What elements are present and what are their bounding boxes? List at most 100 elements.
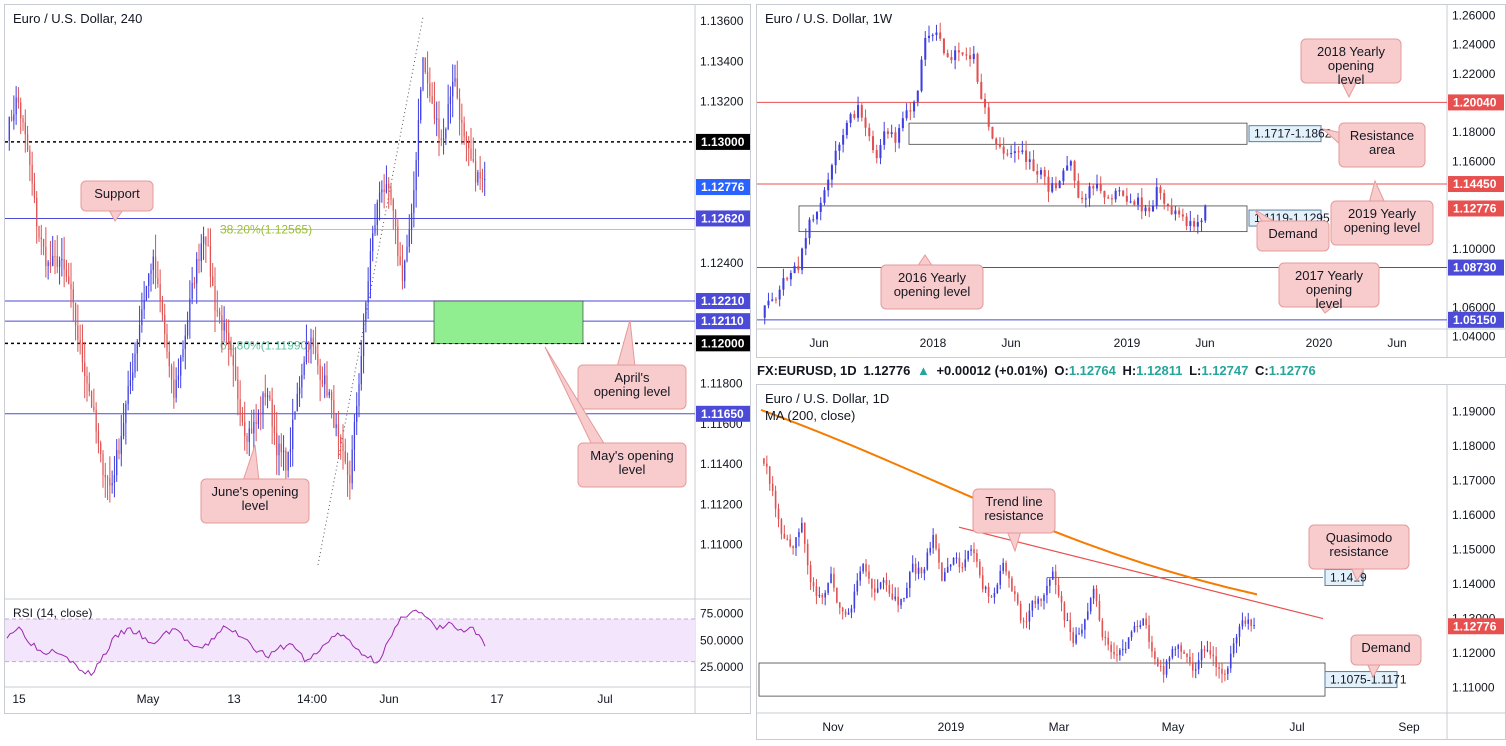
close-value: 1.12776 — [1268, 363, 1316, 378]
weekly-candle — [1032, 159, 1035, 171]
h4-candle — [360, 356, 362, 385]
weekly-chart-svg[interactable]: 1.1717-1.18621.1119-1.12951.260001.24000… — [757, 5, 1505, 357]
daily-candle — [827, 583, 829, 593]
h4-candle — [383, 189, 385, 192]
h4-candle — [296, 393, 298, 412]
weekly-candle — [871, 136, 875, 151]
h4-candle — [145, 285, 148, 301]
price-tick: 1.13200 — [700, 95, 744, 109]
h4-candle — [408, 229, 410, 247]
h4-candle — [470, 148, 472, 160]
h4-candle — [164, 314, 166, 334]
time-tick: Jun — [1001, 336, 1020, 350]
daily-candle — [768, 466, 771, 484]
h4-candle — [340, 436, 342, 444]
h4-candle — [324, 375, 326, 385]
daily-candle — [1049, 579, 1051, 586]
weekly-candle — [890, 132, 893, 134]
h4-candle — [406, 246, 408, 261]
support-callout-box — [80, 180, 154, 212]
support-callout-text: Support — [94, 186, 140, 201]
daily-candle — [1130, 631, 1133, 638]
level-tag: 1.12000 — [701, 336, 745, 350]
h4-candle — [207, 245, 209, 247]
chart-panel-h4[interactable]: 38.20%(1.12565) 61.80%(1.11990) 1.13600 1.1… — [4, 4, 751, 714]
weekly-candle — [886, 131, 889, 134]
h4-candle — [68, 276, 70, 284]
price-tick: 1.11400 — [700, 457, 743, 471]
h4-candle — [111, 482, 113, 486]
weekly-candle — [931, 34, 934, 36]
weekly-candle — [827, 179, 830, 191]
daily-candle — [990, 596, 993, 598]
daily-candle — [911, 563, 914, 573]
daily-candle — [1095, 588, 1098, 602]
daily-chart-svg[interactable]: 1.19000 1.18000 1.17000 1.16000 1.15000 1.140… — [757, 385, 1505, 739]
h4-candle — [132, 372, 134, 381]
h4-candle — [308, 342, 310, 344]
price-tick: 1.18000 — [1452, 125, 1496, 139]
june-callout-text: level — [242, 498, 269, 513]
resistance-callout-text: Resistance — [1350, 128, 1414, 143]
h4-candle — [200, 243, 202, 261]
chart-panel-daily[interactable]: 1.19000 1.18000 1.17000 1.16000 1.15000 1.140… — [756, 384, 1506, 740]
time-tick: 13 — [227, 692, 241, 706]
price-tick: 1.13600 — [700, 14, 744, 28]
daily-candle — [1104, 637, 1107, 639]
h4-candle — [330, 392, 333, 401]
h4-candle — [424, 57, 426, 73]
level-tag-box — [696, 293, 750, 310]
h4-candle — [196, 259, 198, 284]
price-tick: 1.18000 — [1452, 439, 1496, 453]
daily-candle — [1159, 665, 1162, 667]
time-tick: Jun — [379, 692, 398, 706]
daily-candle — [1066, 620, 1069, 622]
h4-candle — [221, 315, 223, 331]
weekly-candle — [1013, 151, 1016, 154]
chart-panel-weekly[interactable]: 1.1717-1.1862 1.1119-1.1295 1.26000 1.24000… — [756, 4, 1506, 358]
h4-candle — [186, 320, 189, 336]
h4-candle — [401, 265, 404, 281]
daily-candle — [914, 563, 917, 574]
daily-candle — [818, 594, 821, 596]
weekly-candle — [987, 107, 990, 127]
weekly-candle — [935, 32, 938, 35]
trend-line — [958, 526, 1324, 620]
h4-candle — [399, 256, 401, 266]
daily-candle — [1203, 649, 1206, 651]
h4-candle — [410, 212, 413, 230]
weekly-candle — [1002, 146, 1005, 154]
weekly-candle — [1185, 216, 1188, 226]
daily-candle — [1069, 620, 1072, 633]
daily-candle — [1043, 595, 1045, 601]
h4-candle — [461, 119, 463, 123]
daily-candle — [856, 580, 859, 592]
h4-candle — [312, 337, 314, 347]
y2018-callout-box — [1300, 38, 1402, 84]
low-label: L: — [1189, 363, 1202, 378]
h4-candle — [33, 183, 36, 198]
open-value: 1.12764 — [1068, 363, 1116, 378]
h4-candle — [218, 311, 221, 316]
daily-candle — [1127, 637, 1130, 649]
h4-candle — [239, 399, 241, 416]
weekly-candle — [860, 105, 863, 118]
daily-candle — [1142, 618, 1145, 626]
daily-candle — [1139, 625, 1142, 627]
level-tag-box — [696, 210, 750, 227]
h4-chart-svg[interactable]: 38.20%(1.12565) 61.80%(1.11990) 1.13600 1.1… — [5, 5, 750, 713]
weekly-candle — [961, 52, 964, 55]
h4-candle — [271, 399, 273, 427]
weekly-candle — [1144, 207, 1147, 212]
h4-candle — [106, 477, 109, 479]
daily-candle — [1086, 611, 1089, 620]
weekly-candle — [1170, 205, 1173, 215]
weekly-candle — [1193, 221, 1196, 227]
weekly-candle — [1178, 210, 1181, 215]
daily-candle — [935, 535, 937, 549]
price-tick: 1.11800 — [700, 377, 743, 391]
daily-candle — [1121, 648, 1124, 651]
daily-candle — [850, 608, 853, 613]
h4-candle — [298, 387, 301, 394]
weekly-candle — [875, 150, 878, 159]
